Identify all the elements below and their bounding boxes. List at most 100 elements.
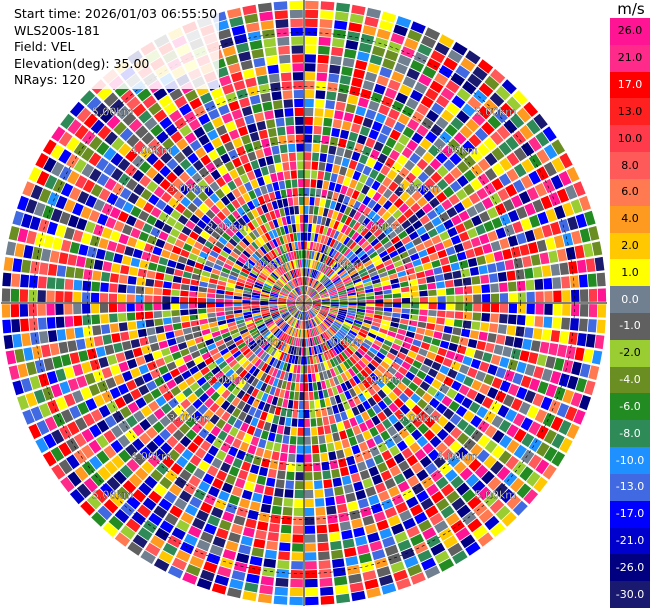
gate-cell <box>119 187 132 200</box>
gate-cell <box>304 107 314 117</box>
gate-cell <box>323 331 330 340</box>
gate-cell <box>496 125 511 140</box>
gate-cell <box>133 452 146 466</box>
gate-cell <box>528 352 539 365</box>
colorbar-tick-label: 21.0 <box>617 51 643 65</box>
gate-cell <box>369 169 379 180</box>
gate-cell <box>314 399 321 409</box>
gate-cell <box>532 199 545 213</box>
gate-cell <box>366 350 376 359</box>
gate-cell <box>512 413 526 427</box>
gate-cell <box>290 292 298 298</box>
gate-cell <box>381 320 391 326</box>
gate-cell <box>420 342 431 351</box>
gate-cell <box>63 393 76 407</box>
gate-cell <box>348 131 359 142</box>
gate-cell <box>46 370 58 385</box>
gate-cell <box>455 303 464 311</box>
gate-cell <box>259 327 268 334</box>
gate-cell <box>278 306 287 310</box>
gate-cell <box>393 421 404 432</box>
gate-cell <box>138 432 152 445</box>
gate-cell <box>76 483 92 499</box>
gate-cell <box>305 596 319 606</box>
gate-cell <box>465 347 476 358</box>
gate-cell <box>436 415 449 428</box>
gate-cell <box>390 361 401 371</box>
gate-cell <box>317 313 325 320</box>
gate-cell <box>319 289 327 294</box>
gate-cell <box>298 250 302 259</box>
gate-cell <box>175 335 186 344</box>
gate-cell <box>396 154 408 166</box>
gate-cell <box>491 147 505 161</box>
gate-cell <box>113 470 127 485</box>
gate-cell <box>348 22 362 33</box>
gate-cell <box>227 343 237 351</box>
gate-cell <box>136 320 146 329</box>
gate-cell <box>357 303 366 306</box>
gate-cell <box>373 286 383 292</box>
gate-cell <box>545 237 556 251</box>
gate-cell <box>313 280 318 288</box>
gate-cell <box>220 442 231 453</box>
gate-cell <box>550 330 561 343</box>
gate-cell <box>265 344 273 353</box>
gate-cell <box>304 286 306 295</box>
gate-cell <box>277 279 285 287</box>
gate-cell <box>304 374 308 383</box>
gate-cell <box>282 343 288 353</box>
gate-cell <box>276 267 283 276</box>
gate-cell <box>452 270 462 279</box>
gate-cell <box>110 152 124 167</box>
gate-cell <box>298 297 304 303</box>
gate-cell <box>286 188 293 198</box>
gate-cell <box>463 376 474 387</box>
gate-cell <box>292 188 298 197</box>
gate-cell <box>282 287 290 294</box>
gate-cell <box>293 364 298 374</box>
gate-cell <box>280 276 288 284</box>
gate-cell <box>295 463 304 472</box>
gate-cell <box>117 434 131 448</box>
gate-cell <box>96 450 110 465</box>
gate-cell <box>386 245 396 254</box>
gate-cell <box>454 311 464 319</box>
gate-cell <box>470 164 484 177</box>
gate-cell <box>308 278 312 286</box>
gate-cell <box>503 472 518 487</box>
gate-cell <box>143 243 154 253</box>
gate-cell <box>218 374 229 384</box>
gate-cell <box>153 558 170 572</box>
gate-cell <box>384 116 396 128</box>
gate-cell <box>215 303 224 308</box>
gate-cell <box>311 373 317 382</box>
gate-cell <box>401 308 410 314</box>
gate-cell <box>360 561 375 573</box>
gate-cell <box>368 129 380 140</box>
gate-cell <box>272 238 279 248</box>
gate-cell <box>29 375 41 390</box>
gate-cell <box>522 338 532 351</box>
colorbar-tick-label: -21.0 <box>615 533 645 547</box>
gate-cell <box>423 239 434 249</box>
gate-cell <box>270 82 281 92</box>
gate-cell <box>268 230 275 240</box>
gate-cell <box>118 361 129 373</box>
gate-cell <box>126 495 141 510</box>
gate-cell <box>262 29 275 39</box>
gate-cell <box>259 351 268 360</box>
gate-cell <box>507 359 519 371</box>
gate-cell <box>347 289 356 294</box>
gate-cell <box>315 354 320 364</box>
gate-cell <box>437 249 448 259</box>
gate-cell <box>254 281 264 287</box>
gate-cell <box>250 436 260 447</box>
gate-cell <box>380 276 390 282</box>
gate-cell <box>111 333 121 343</box>
gate-cell <box>336 315 345 321</box>
gate-cell <box>274 317 283 324</box>
gate-cell <box>422 442 435 455</box>
gate-cell <box>341 325 350 332</box>
gate-cell <box>179 158 192 171</box>
